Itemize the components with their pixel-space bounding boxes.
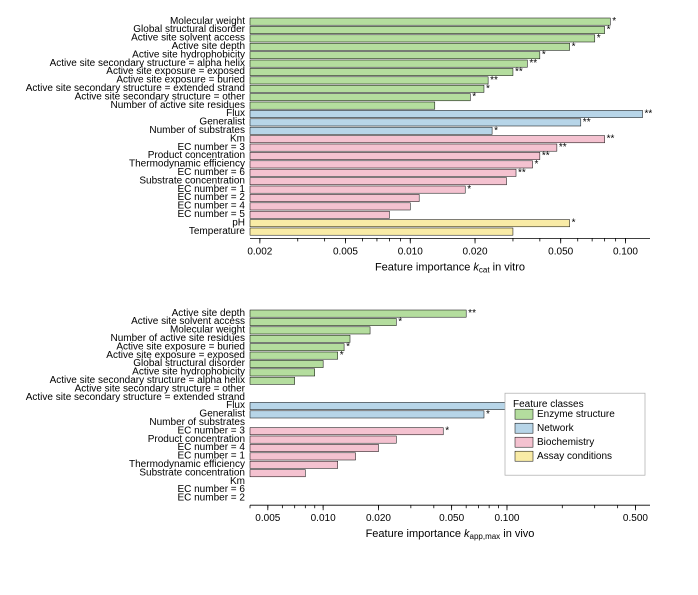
bar-label: Number of active site residues	[110, 100, 245, 111]
feature-bar	[250, 203, 410, 210]
feature-bar	[250, 18, 610, 25]
significance-marker: *	[612, 16, 616, 27]
significance-marker: **	[518, 167, 526, 178]
tick-label: 0.100	[613, 246, 638, 257]
legend-label: Assay conditions	[537, 451, 612, 462]
tick-label: 0.005	[255, 513, 280, 524]
feature-bar	[250, 119, 581, 126]
significance-marker: *	[572, 218, 576, 229]
significance-marker: *	[486, 83, 490, 94]
feature-bar	[250, 26, 605, 33]
feature-bar	[250, 436, 396, 443]
tick-label: 0.020	[463, 246, 488, 257]
tick-label: 0.500	[623, 513, 648, 524]
feature-bar	[250, 194, 419, 201]
bar-label: EC number = 2	[177, 493, 245, 504]
significance-marker: **	[490, 75, 498, 86]
feature-bar	[250, 127, 492, 134]
significance-marker: *	[486, 409, 490, 420]
tick-label: 0.010	[311, 513, 336, 524]
feature-bar	[250, 352, 338, 359]
significance-marker: **	[529, 58, 537, 69]
significance-marker: *	[494, 125, 498, 136]
feature-bar	[250, 470, 305, 477]
significance-marker: *	[535, 159, 539, 170]
feature-bar	[250, 453, 356, 460]
feature-bar	[250, 211, 389, 218]
feature-bar	[250, 77, 488, 84]
tick-label: 0.100	[494, 513, 519, 524]
significance-marker: *	[572, 41, 576, 52]
feature-bar	[250, 310, 466, 317]
feature-bar	[250, 94, 470, 101]
significance-marker: *	[340, 350, 344, 361]
significance-marker: **	[542, 151, 550, 162]
significance-marker: *	[542, 50, 546, 61]
x-axis-title: Feature importance kcat in vitro	[375, 261, 525, 274]
feature-bar	[250, 369, 315, 376]
feature-bar	[250, 144, 557, 151]
legend-swatch	[515, 437, 533, 447]
significance-marker: *	[597, 33, 601, 44]
bar-label: Temperature	[189, 226, 246, 237]
significance-marker: *	[467, 184, 471, 195]
bar-label: Active site secondary structure = extend…	[26, 392, 245, 403]
feature-bar	[250, 60, 527, 67]
tick-label: 0.010	[398, 246, 423, 257]
feature-bar	[250, 335, 350, 342]
tick-label: 0.005	[333, 246, 358, 257]
feature-bar	[250, 360, 323, 367]
feature-bar	[250, 68, 513, 75]
legend-swatch	[515, 423, 533, 433]
legend-label: Biochemistry	[537, 437, 594, 448]
significance-marker: *	[398, 317, 402, 328]
feature-bar	[250, 52, 540, 59]
significance-marker: **	[468, 308, 476, 319]
feature-bar	[250, 444, 378, 451]
significance-marker: **	[559, 142, 567, 153]
tick-label: 0.050	[439, 513, 464, 524]
feature-bar	[250, 428, 443, 435]
significance-marker: **	[645, 109, 653, 120]
significance-marker: *	[472, 92, 476, 103]
legend-swatch	[515, 451, 533, 461]
tick-label: 0.002	[247, 246, 272, 257]
feature-bar	[250, 43, 570, 50]
significance-marker: **	[515, 67, 523, 78]
feature-bar	[250, 35, 595, 42]
feature-bar	[250, 461, 338, 468]
significance-marker: **	[583, 117, 591, 128]
feature-bar	[250, 169, 516, 176]
feature-bar	[250, 85, 484, 92]
feature-bar	[250, 318, 396, 325]
feature-bar	[250, 161, 533, 168]
legend-swatch	[515, 409, 533, 419]
feature-bar	[250, 136, 605, 143]
feature-bar	[250, 228, 513, 235]
significance-marker: *	[607, 25, 611, 36]
significance-marker: *	[445, 426, 449, 437]
feature-bar	[250, 411, 484, 418]
significance-marker: *	[346, 342, 350, 353]
feature-bar	[250, 220, 570, 227]
feature-bar	[250, 377, 295, 384]
legend-label: Network	[537, 423, 575, 434]
x-axis-title: Feature importance kapp,max in vivo	[366, 528, 535, 541]
feature-bar	[250, 186, 465, 193]
feature-bar	[250, 102, 435, 109]
feature-bar	[250, 152, 540, 159]
feature-bar	[250, 344, 344, 351]
legend-label: Enzyme structure	[537, 409, 615, 420]
tick-label: 0.050	[548, 246, 573, 257]
feature-bar	[250, 327, 370, 334]
significance-marker: **	[607, 134, 615, 145]
tick-label: 0.020	[366, 513, 391, 524]
